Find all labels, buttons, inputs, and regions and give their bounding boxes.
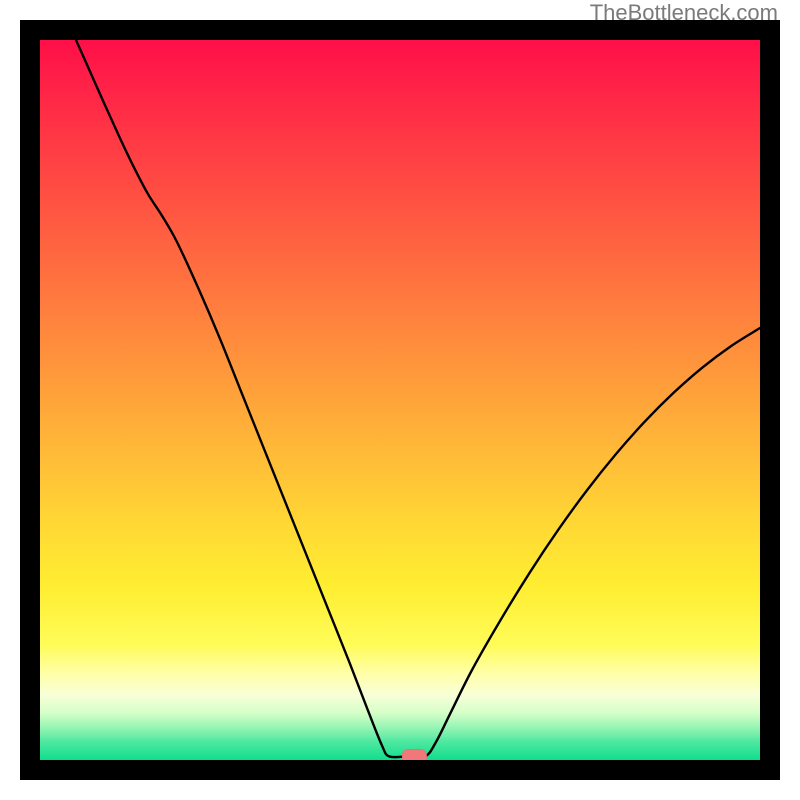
- watermark-text: TheBottleneck.com: [590, 0, 778, 26]
- bottleneck-chart: [0, 0, 800, 800]
- gradient-background: [40, 40, 760, 760]
- chart-container: TheBottleneck.com: [0, 0, 800, 800]
